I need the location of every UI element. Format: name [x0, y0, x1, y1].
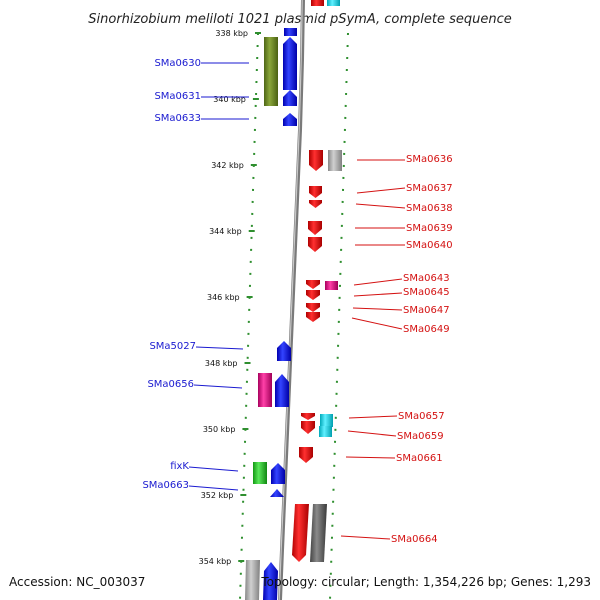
gene-features — [245, 0, 342, 600]
gene-label-sma0659[interactable]: SMa0659 — [397, 431, 444, 442]
gene-feature[interactable] — [299, 447, 313, 463]
gene-feature[interactable] — [327, 0, 340, 6]
gene-feature[interactable] — [258, 373, 272, 407]
gene-label-sma0640[interactable]: SMa0640 — [406, 240, 453, 251]
right-gene-labels: SMa0636 SMa0637 SMa0638 SMa0639 SMa0640 SMa06… — [340, 154, 453, 545]
leader-line — [352, 307, 403, 311]
gene-feature[interactable] — [283, 113, 297, 126]
gene-label-sma0631[interactable]: SMa0631 — [154, 91, 201, 102]
gene-label-sma0649[interactable]: SMa0649 — [403, 324, 450, 335]
gene-feature[interactable] — [264, 37, 278, 106]
leader-line — [340, 535, 391, 540]
gene-feature[interactable] — [306, 280, 320, 289]
gene-feature[interactable] — [245, 560, 260, 600]
tick-label: 338 kbp — [215, 29, 248, 38]
leader-line — [356, 187, 406, 194]
leader-line — [193, 384, 243, 389]
gene-label-sma0639[interactable]: SMa0639 — [406, 223, 453, 234]
gene-feature[interactable] — [263, 562, 278, 600]
gene-label-sma0657[interactable]: SMa0657 — [398, 411, 445, 422]
gene-feature[interactable] — [270, 489, 284, 497]
gene-label-sma0630[interactable]: SMa0630 — [154, 58, 201, 69]
leader-line — [353, 292, 403, 297]
kbp-ticks: 338 kbp 340 kbp 342 kbp 344 kbp 346 kbp 348 k… — [199, 29, 261, 566]
gene-feature[interactable] — [328, 150, 342, 171]
gene-feature[interactable] — [271, 463, 285, 484]
gene-label-sma0661[interactable]: SMa0661 — [396, 453, 443, 464]
gene-feature[interactable] — [319, 426, 332, 437]
gene-feature[interactable] — [283, 37, 297, 90]
leader-line — [351, 317, 403, 330]
gene-feature[interactable] — [292, 504, 309, 562]
leader-line — [345, 456, 396, 459]
gene-feature[interactable] — [306, 312, 320, 322]
gene-feature[interactable] — [284, 28, 297, 36]
gene-feature[interactable] — [308, 221, 322, 235]
gene-feature[interactable] — [253, 462, 267, 484]
right-track — [329, 32, 349, 600]
gene-label-sma0664[interactable]: SMa0664 — [391, 534, 438, 545]
left-track — [239, 32, 259, 600]
leader-line — [348, 415, 398, 419]
topology-text: Topology: circular; Length: 1,354,226 bp… — [260, 575, 591, 589]
accession-text: Accession: NC_003037 — [9, 575, 145, 589]
gene-feature[interactable] — [309, 200, 322, 208]
tick-label: 340 kbp — [213, 95, 246, 104]
left-gene-labels: SMa0630 SMa0631 SMa0633 SMa5027 SMa0656 fixK S… — [142, 58, 249, 491]
gene-label-sma5027[interactable]: SMa5027 — [149, 341, 196, 352]
leader-line — [188, 466, 239, 472]
gene-feature[interactable] — [277, 341, 291, 361]
gene-label-sma0647[interactable]: SMa0647 — [403, 305, 450, 316]
tick-label: 344 kbp — [209, 227, 242, 236]
tick-label: 346 kbp — [207, 293, 240, 302]
tick-label: 350 kbp — [203, 425, 236, 434]
gene-feature[interactable] — [306, 303, 320, 312]
gene-feature[interactable] — [308, 237, 322, 252]
gene-feature[interactable] — [306, 290, 320, 300]
tick-label: 352 kbp — [201, 491, 234, 500]
gene-label-sma0656[interactable]: SMa0656 — [147, 379, 194, 390]
leader-line — [347, 430, 397, 437]
genome-backbone — [278, 0, 305, 600]
leader-line — [353, 278, 403, 286]
gene-feature[interactable] — [309, 150, 323, 171]
gene-feature[interactable] — [310, 504, 327, 562]
gene-feature[interactable] — [311, 0, 324, 6]
tick-label: 342 kbp — [211, 161, 244, 170]
gene-label-sma0636[interactable]: SMa0636 — [406, 154, 453, 165]
tick-label: 354 kbp — [199, 557, 232, 566]
gene-feature[interactable] — [301, 413, 315, 420]
leader-line — [355, 203, 406, 209]
gene-label-sma0663[interactable]: SMa0663 — [142, 480, 189, 491]
map-title: Sinorhizobium meliloti 1021 plasmid pSym… — [88, 12, 511, 27]
gene-label-sma0637[interactable]: SMa0637 — [406, 183, 453, 194]
gene-label-sma0645[interactable]: SMa0645 — [403, 287, 450, 298]
gene-feature[interactable] — [325, 281, 338, 290]
gene-label-sma0638[interactable]: SMa0638 — [406, 203, 453, 214]
gene-feature[interactable] — [309, 186, 322, 198]
gene-feature[interactable] — [275, 374, 289, 407]
leader-line — [195, 346, 244, 350]
gene-feature[interactable] — [283, 90, 297, 106]
gene-label-sma0633[interactable]: SMa0633 — [154, 113, 201, 124]
gene-feature[interactable] — [301, 421, 315, 434]
leader-line — [188, 485, 239, 491]
gene-label-sma0643[interactable]: SMa0643 — [403, 273, 450, 284]
gene-label-fixk[interactable]: fixK — [170, 461, 189, 472]
gene-feature[interactable] — [320, 414, 333, 427]
tick-label: 348 kbp — [205, 359, 238, 368]
